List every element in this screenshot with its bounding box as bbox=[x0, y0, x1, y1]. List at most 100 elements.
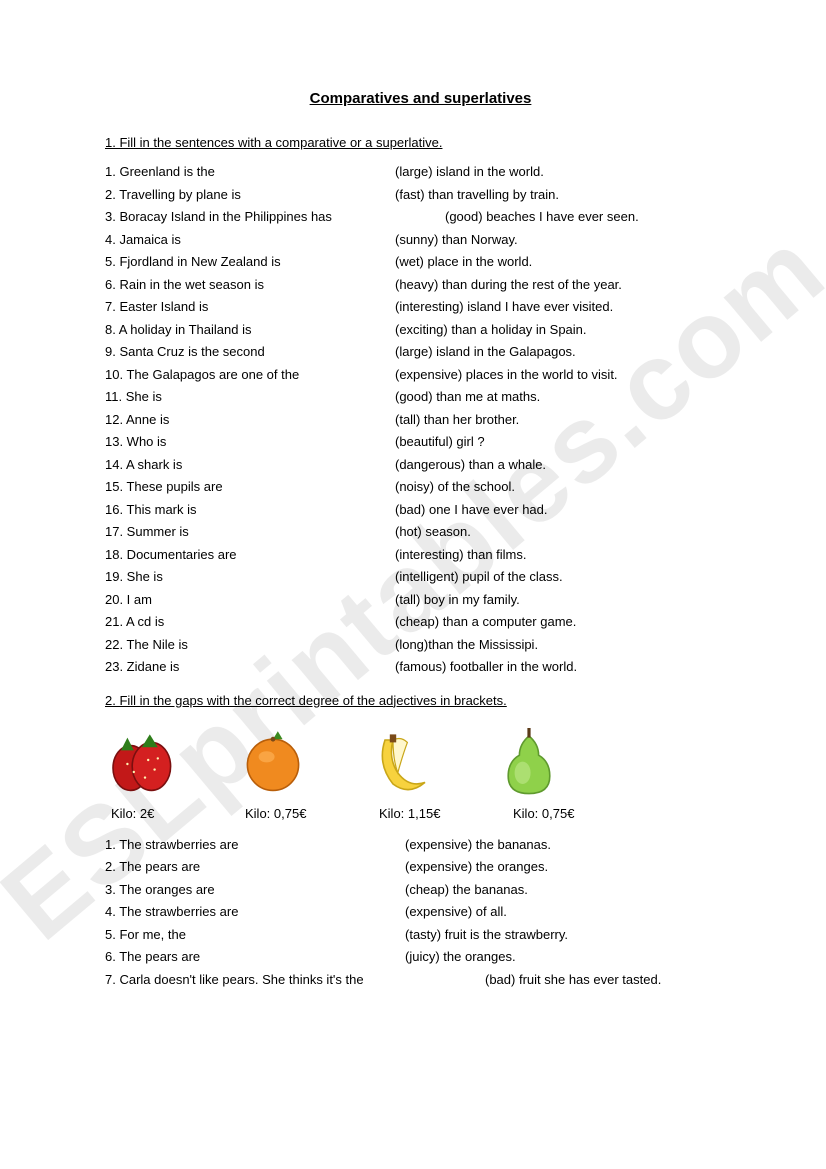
line-right: (hot) season. bbox=[395, 522, 471, 542]
line-right: (expensive) places in the world to visit… bbox=[395, 365, 618, 385]
line-right: (juicy) the oranges. bbox=[405, 947, 516, 967]
fruit-pear bbox=[489, 720, 569, 800]
price-pear: Kilo: 0,75€ bbox=[507, 806, 593, 821]
line-left: 3. The oranges are bbox=[105, 880, 405, 900]
line-left: 1. Greenland is the bbox=[105, 162, 395, 182]
fruit-banana bbox=[361, 720, 441, 800]
line-right: (wet) place in the world. bbox=[395, 252, 532, 272]
line-left: 10. The Galapagos are one of the bbox=[105, 365, 395, 385]
line-right: (interesting) island I have ever visited… bbox=[395, 297, 613, 317]
line-left: 16. This mark is bbox=[105, 500, 395, 520]
exercise-line: 11. She is(good) than me at maths. bbox=[105, 387, 736, 407]
line-right: (bad) fruit she has ever tasted. bbox=[485, 970, 661, 990]
price-banana: Kilo: 1,15€ bbox=[373, 806, 459, 821]
line-right: (cheap) than a computer game. bbox=[395, 612, 576, 632]
line-left: 3. Boracay Island in the Philippines has bbox=[105, 207, 445, 227]
line-left: 22. The Nile is bbox=[105, 635, 395, 655]
line-right: (fast) than travelling by train. bbox=[395, 185, 559, 205]
exercise-line: 1. Greenland is the(large) island in the… bbox=[105, 162, 736, 182]
line-right: (expensive) the oranges. bbox=[405, 857, 548, 877]
section1-heading: 1. Fill in the sentences with a comparat… bbox=[105, 135, 736, 150]
line-left: 7. Carla doesn't like pears. She thinks … bbox=[105, 970, 485, 990]
exercise-line: 7. Carla doesn't like pears. She thinks … bbox=[105, 970, 736, 990]
section2-list: 1. The strawberries are(expensive) the b… bbox=[105, 835, 736, 990]
line-left: 1. The strawberries are bbox=[105, 835, 405, 855]
line-right: (large) island in the world. bbox=[395, 162, 544, 182]
exercise-line: 12. Anne is(tall) than her brother. bbox=[105, 410, 736, 430]
exercise-line: 19. She is(intelligent) pupil of the cla… bbox=[105, 567, 736, 587]
line-right: (exciting) than a holiday in Spain. bbox=[395, 320, 587, 340]
line-left: 5. For me, the bbox=[105, 925, 405, 945]
fruit-orange bbox=[233, 720, 313, 800]
line-left: 2. The pears are bbox=[105, 857, 405, 877]
exercise-line: 16. This mark is(bad) one I have ever ha… bbox=[105, 500, 736, 520]
line-right: (bad) one I have ever had. bbox=[395, 500, 548, 520]
exercise-line: 23. Zidane is(famous) footballer in the … bbox=[105, 657, 736, 677]
page-title: Comparatives and superlatives bbox=[105, 90, 736, 107]
line-left: 20. I am bbox=[105, 590, 395, 610]
price-row: Kilo: 2€ Kilo: 0,75€ Kilo: 1,15€ Kilo: 0… bbox=[105, 806, 736, 821]
exercise-line: 6. The pears are(juicy) the oranges. bbox=[105, 947, 736, 967]
fruit-strawberries bbox=[105, 720, 185, 800]
exercise-line: 17. Summer is(hot) season. bbox=[105, 522, 736, 542]
exercise-line: 9. Santa Cruz is the second(large) islan… bbox=[105, 342, 736, 362]
line-left: 7. Easter Island is bbox=[105, 297, 395, 317]
line-right: (heavy) than during the rest of the year… bbox=[395, 275, 622, 295]
exercise-line: 18. Documentaries are(interesting) than … bbox=[105, 545, 736, 565]
exercise-line: 10. The Galapagos are one of the(expensi… bbox=[105, 365, 736, 385]
exercise-line: 4. Jamaica is(sunny) than Norway. bbox=[105, 230, 736, 250]
line-right: (tasty) fruit is the strawberry. bbox=[405, 925, 568, 945]
line-left: 11. She is bbox=[105, 387, 395, 407]
line-left: 18. Documentaries are bbox=[105, 545, 395, 565]
line-right: (noisy) of the school. bbox=[395, 477, 515, 497]
exercise-line: 5. Fjordland in New Zealand is(wet) plac… bbox=[105, 252, 736, 272]
exercise-line: 21. A cd is(cheap) than a computer game. bbox=[105, 612, 736, 632]
line-left: 21. A cd is bbox=[105, 612, 395, 632]
price-orange: Kilo: 0,75€ bbox=[239, 806, 325, 821]
exercise-line: 2. The pears are(expensive) the oranges. bbox=[105, 857, 736, 877]
line-left: 5. Fjordland in New Zealand is bbox=[105, 252, 395, 272]
line-left: 23. Zidane is bbox=[105, 657, 395, 677]
exercise-line: 2. Travelling by plane is(fast) than tra… bbox=[105, 185, 736, 205]
exercise-line: 4. The strawberries are(expensive) of al… bbox=[105, 902, 736, 922]
orange-icon bbox=[233, 720, 313, 800]
exercise-line: 1. The strawberries are(expensive) the b… bbox=[105, 835, 736, 855]
exercise-line: 3. The oranges are(cheap) the bananas. bbox=[105, 880, 736, 900]
line-left: 12. Anne is bbox=[105, 410, 395, 430]
line-right: (expensive) of all. bbox=[405, 902, 507, 922]
exercise-line: 5. For me, the(tasty) fruit is the straw… bbox=[105, 925, 736, 945]
line-right: (long)than the Mississipi. bbox=[395, 635, 538, 655]
exercise-line: 7. Easter Island is(interesting) island … bbox=[105, 297, 736, 317]
fruit-images-row bbox=[105, 720, 736, 800]
worksheet-page: Comparatives and superlatives 1. Fill in… bbox=[0, 0, 826, 1032]
line-left: 17. Summer is bbox=[105, 522, 395, 542]
section2-heading: 2. Fill in the gaps with the correct deg… bbox=[105, 693, 736, 708]
line-right: (tall) boy in my family. bbox=[395, 590, 520, 610]
strawberries-icon bbox=[105, 720, 185, 800]
line-left: 8. A holiday in Thailand is bbox=[105, 320, 395, 340]
line-right: (interesting) than films. bbox=[395, 545, 527, 565]
line-right: (intelligent) pupil of the class. bbox=[395, 567, 563, 587]
line-right: (beautiful) girl ? bbox=[395, 432, 485, 452]
banana-icon bbox=[361, 720, 441, 800]
line-left: 9. Santa Cruz is the second bbox=[105, 342, 395, 362]
line-left: 15. These pupils are bbox=[105, 477, 395, 497]
price-strawberries: Kilo: 2€ bbox=[105, 806, 191, 821]
line-left: 14. A shark is bbox=[105, 455, 395, 475]
line-left: 6. Rain in the wet season is bbox=[105, 275, 395, 295]
pear-icon bbox=[489, 720, 569, 800]
line-right: (cheap) the bananas. bbox=[405, 880, 528, 900]
line-left: 4. Jamaica is bbox=[105, 230, 395, 250]
line-right: (expensive) the bananas. bbox=[405, 835, 551, 855]
line-right: (good) beaches I have ever seen. bbox=[445, 207, 639, 227]
line-left: 19. She is bbox=[105, 567, 395, 587]
line-right: (good) than me at maths. bbox=[395, 387, 540, 407]
exercise-line: 14. A shark is(dangerous) than a whale. bbox=[105, 455, 736, 475]
line-right: (tall) than her brother. bbox=[395, 410, 519, 430]
exercise-line: 22. The Nile is(long)than the Mississipi… bbox=[105, 635, 736, 655]
line-right: (famous) footballer in the world. bbox=[395, 657, 577, 677]
exercise-line: 20. I am(tall) boy in my family. bbox=[105, 590, 736, 610]
line-left: 4. The strawberries are bbox=[105, 902, 405, 922]
exercise-line: 13. Who is(beautiful) girl ? bbox=[105, 432, 736, 452]
exercise-line: 3. Boracay Island in the Philippines has… bbox=[105, 207, 736, 227]
